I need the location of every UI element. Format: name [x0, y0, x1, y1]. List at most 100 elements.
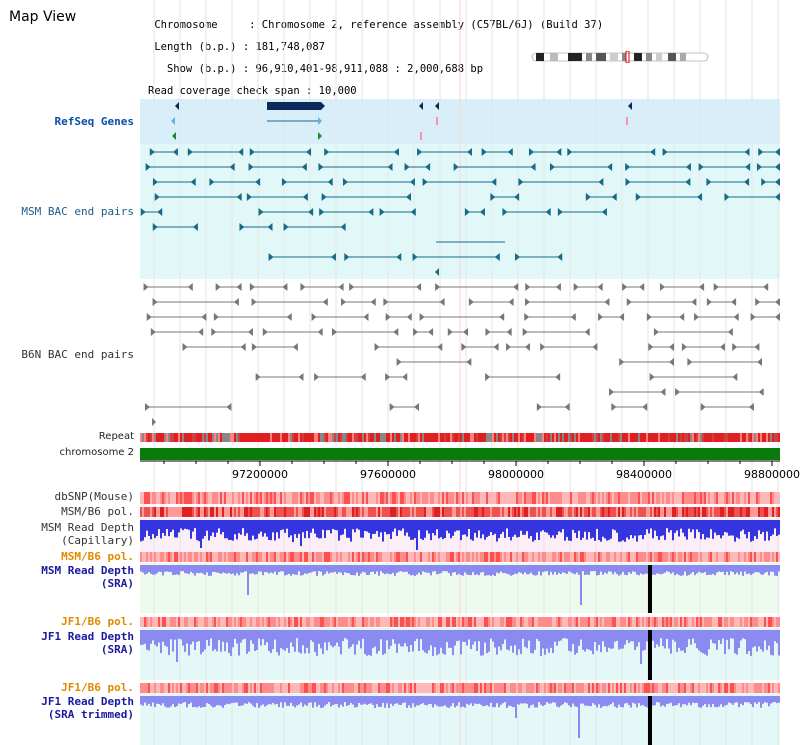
polymorphism-mark — [174, 617, 176, 627]
polymorphism-mark — [532, 492, 534, 504]
polymorphism-mark — [454, 492, 456, 504]
depth-bar — [556, 630, 558, 646]
polymorphism-mark — [478, 617, 480, 627]
label-dbsnp[interactable]: dbSNP(Mouse) — [54, 490, 134, 503]
polymorphism-mark — [176, 507, 178, 517]
depth-bar — [284, 696, 286, 703]
label-refseq-genes[interactable]: RefSeq Genes — [54, 115, 134, 128]
depth-bar — [420, 630, 422, 640]
polymorphism-mark — [642, 492, 644, 504]
polymorphism-mark — [162, 492, 164, 504]
polymorphism-mark — [350, 507, 352, 517]
polymorphism-mark — [184, 507, 186, 517]
label-msm-b6-pol[interactable]: MSM/B6 pol. — [61, 505, 134, 518]
label-msm-b6-pol-2[interactable]: MSM/B6 pol. — [61, 550, 134, 563]
polymorphism-mark — [236, 507, 238, 517]
polymorphism-mark — [612, 552, 614, 562]
depth-bar — [548, 520, 550, 535]
polymorphism-mark — [650, 617, 652, 627]
depth-bar — [358, 630, 360, 641]
depth-bar — [260, 565, 262, 572]
depth-bar — [652, 565, 654, 575]
bac-end-arrow — [761, 178, 767, 186]
repeat-mark — [556, 433, 558, 442]
depth-bar — [430, 520, 432, 541]
polymorphism-mark — [484, 617, 486, 627]
depth-bar — [520, 520, 522, 531]
depth-bar — [346, 630, 348, 640]
polymorphism-mark — [356, 683, 358, 693]
label-msm-bac-end-pairs[interactable]: MSM BAC end pairs — [21, 205, 134, 218]
depth-bar — [140, 696, 142, 705]
depth-bar — [452, 565, 454, 573]
polymorphism-mark — [260, 617, 262, 627]
bac-end-arrow — [557, 208, 563, 216]
label-jf1-b6-pol-2[interactable]: JF1/B6 pol. — [61, 681, 134, 694]
depth-bar — [456, 630, 458, 642]
polymorphism-mark — [480, 492, 482, 504]
chromosome-ideogram[interactable] — [530, 51, 710, 63]
depth-bar — [530, 630, 532, 653]
depth-bar — [772, 520, 774, 535]
polymorphism-mark — [648, 683, 650, 693]
depth-bar — [570, 565, 572, 573]
depth-bar — [472, 630, 474, 645]
repeat-mark — [274, 433, 276, 442]
bac-end-arrow — [755, 298, 761, 306]
polymorphism-mark — [628, 683, 630, 693]
polymorphism-mark — [640, 617, 642, 627]
label-jf1-read-depth[interactable]: JF1 Read Depth — [41, 630, 134, 643]
polymorphism-mark — [334, 552, 336, 562]
bac-end-arrow — [744, 148, 750, 156]
polymorphism-mark — [508, 683, 510, 693]
repeat-mark — [596, 433, 598, 442]
label-jf1-read-depth-trimmed[interactable]: JF1 Read Depth — [41, 695, 134, 708]
label-b6n-bac-end-pairs[interactable]: B6N BAC end pairs — [21, 348, 134, 361]
polymorphism-mark — [658, 683, 660, 693]
polymorphism-mark — [318, 507, 320, 517]
repeat-mark — [384, 433, 386, 442]
polymorphism-mark — [312, 552, 314, 562]
polymorphism-mark — [776, 507, 778, 517]
label-chromosome[interactable]: chromosome 2 — [59, 447, 134, 458]
polymorphism-mark — [588, 507, 590, 517]
polymorphism-mark — [306, 492, 308, 504]
depth-bar — [580, 696, 582, 704]
polymorphism-mark — [216, 507, 218, 517]
polymorphism-mark — [336, 492, 338, 504]
polymorphism-mark — [540, 507, 542, 517]
polymorphism-mark — [580, 552, 582, 562]
depth-bar — [720, 565, 722, 572]
polymorphism-mark — [636, 617, 638, 627]
bac-end-arrow — [626, 298, 632, 306]
repeat-mark — [456, 433, 458, 442]
polymorphism-mark — [762, 492, 764, 504]
label-msm-read-depth-sra[interactable]: MSM Read Depth — [41, 564, 134, 577]
depth-bar — [676, 630, 678, 652]
polymorphism-mark — [414, 683, 416, 693]
repeat-mark — [366, 433, 368, 442]
depth-bar — [682, 696, 684, 705]
depth-bar — [546, 520, 548, 533]
polymorphism-mark — [688, 617, 690, 627]
polymorphism-mark — [774, 552, 776, 562]
polymorphism-mark — [592, 507, 594, 517]
depth-bar — [554, 696, 556, 703]
repeat-mark — [350, 433, 352, 442]
depth-bar — [330, 565, 332, 573]
polymorphism-mark — [676, 683, 678, 693]
bac-end-arrow — [396, 358, 402, 366]
label-jf1-b6-pol[interactable]: JF1/B6 pol. — [61, 615, 134, 628]
depth-bar — [756, 565, 758, 573]
polymorphism-mark — [746, 617, 748, 627]
label-repeat[interactable]: Repeat — [98, 431, 134, 442]
polymorphism-mark — [504, 617, 506, 627]
polymorphism-mark — [402, 683, 404, 693]
repeat-mark — [164, 433, 166, 442]
label-msm-read-depth-capillary[interactable]: MSM Read Depth — [41, 521, 134, 534]
depth-bar — [446, 565, 448, 572]
repeat-mark — [600, 433, 602, 442]
polymorphism-mark — [160, 552, 162, 562]
bac-end-arrow — [611, 403, 617, 411]
